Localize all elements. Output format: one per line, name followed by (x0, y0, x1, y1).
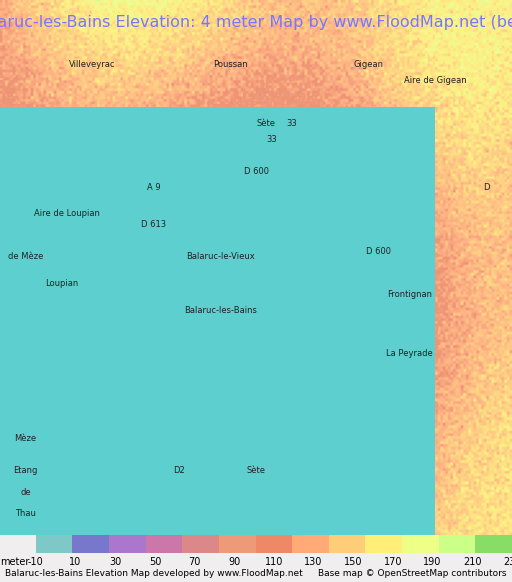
Text: Mèze: Mèze (14, 434, 37, 443)
Text: Sète: Sète (246, 466, 266, 475)
Text: 130: 130 (305, 558, 323, 567)
Text: Poussan: Poussan (213, 60, 248, 69)
Text: Etang: Etang (13, 466, 38, 475)
Bar (182, 535, 219, 553)
Text: 33: 33 (266, 134, 276, 144)
Text: Frontignan: Frontignan (387, 290, 432, 299)
Text: Sète: Sète (257, 119, 276, 127)
Text: D: D (483, 183, 489, 191)
Text: Balaruc-les-Bains: Balaruc-les-Bains (184, 306, 257, 315)
Text: 190: 190 (423, 558, 442, 567)
Bar (36, 535, 73, 553)
Text: 110: 110 (265, 558, 283, 567)
Text: La Peyrade: La Peyrade (386, 349, 433, 357)
Text: D 600: D 600 (244, 166, 268, 176)
Bar (146, 535, 182, 553)
Bar (439, 535, 475, 553)
Text: -10: -10 (28, 558, 44, 567)
Text: de Mèze: de Mèze (8, 253, 44, 261)
Text: Balaruc-les-Bains Elevation: 4 meter Map by www.FloodMap.net (beta): Balaruc-les-Bains Elevation: 4 meter Map… (0, 15, 512, 30)
Text: D 600: D 600 (367, 247, 391, 256)
Text: Base map © OpenStreetMap contributors: Base map © OpenStreetMap contributors (318, 569, 507, 578)
Bar (219, 535, 255, 553)
Bar (73, 535, 109, 553)
Text: 170: 170 (383, 558, 402, 567)
Text: Villeveyrac: Villeveyrac (69, 60, 115, 69)
Text: Aire de Gigean: Aire de Gigean (404, 76, 466, 85)
Text: 230: 230 (503, 558, 512, 567)
Text: meter: meter (0, 558, 29, 567)
Text: 90: 90 (228, 558, 240, 567)
Bar (109, 535, 146, 553)
Bar (329, 535, 366, 553)
Text: 150: 150 (344, 558, 362, 567)
Bar (366, 535, 402, 553)
Bar (402, 535, 439, 553)
Text: D 613: D 613 (141, 220, 166, 229)
Text: 50: 50 (148, 558, 161, 567)
Text: de: de (20, 488, 31, 496)
Text: 30: 30 (109, 558, 121, 567)
Bar (292, 535, 329, 553)
Text: A 9: A 9 (147, 183, 160, 191)
Text: Gigean: Gigean (354, 60, 383, 69)
Text: Loupian: Loupian (45, 279, 78, 288)
Text: Balaruc-le-Vieux: Balaruc-le-Vieux (186, 253, 254, 261)
Text: Balaruc-les-Bains Elevation Map developed by www.FloodMap.net: Balaruc-les-Bains Elevation Map develope… (5, 569, 303, 578)
Text: 10: 10 (70, 558, 81, 567)
Text: Thau: Thau (15, 509, 36, 518)
Bar (475, 535, 512, 553)
Text: 210: 210 (463, 558, 482, 567)
Text: 33: 33 (287, 119, 297, 127)
Text: D2: D2 (174, 466, 185, 475)
FancyBboxPatch shape (0, 107, 435, 582)
Text: Aire de Loupian: Aire de Loupian (34, 210, 99, 218)
Text: 70: 70 (188, 558, 201, 567)
Bar (255, 535, 292, 553)
